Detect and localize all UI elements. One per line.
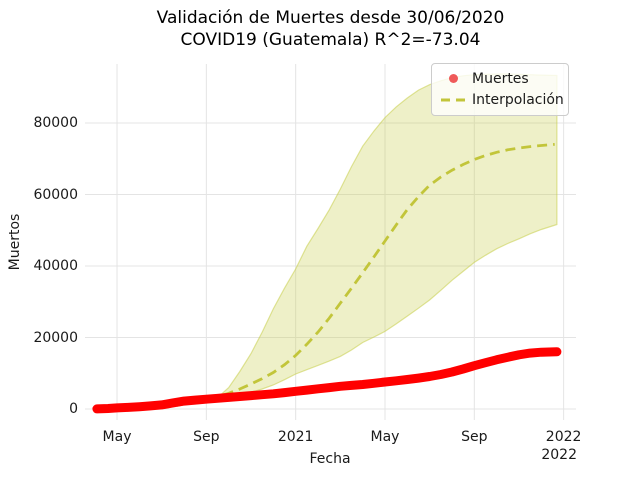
muertes-series — [92, 347, 562, 414]
legend-marker-area — [438, 74, 468, 83]
dashed-line-icon — [441, 98, 465, 101]
x-tick-label: May — [102, 429, 132, 445]
x-tick-label: May — [370, 429, 400, 445]
x-tick-label: 2021 — [277, 429, 314, 445]
legend: Muertes Interpolación — [431, 63, 569, 116]
legend-item-muertes: Muertes — [438, 68, 562, 89]
y-tick-label: 0 — [69, 401, 78, 417]
y-tick-label: 40000 — [33, 258, 78, 274]
chart-title: Validación de Muertes desde 30/06/2020 C… — [85, 7, 576, 51]
y-axis-label: Muertos — [7, 213, 23, 271]
scatter-dot-icon — [448, 74, 458, 83]
chart-title-line2: COVID19 (Guatemala) R^2=-73.04 — [180, 30, 481, 50]
x-tick-label: Sep — [193, 429, 220, 445]
x-axis-offset-label: 2022 — [541, 447, 577, 463]
y-tick-label: 80000 — [33, 115, 78, 131]
legend-marker-area — [438, 97, 468, 103]
chart-title-line1: Validación de Muertes desde 30/06/2020 — [156, 8, 505, 28]
legend-item-interpolacion: Interpolación — [438, 89, 564, 110]
x-tick-label: Sep — [461, 429, 488, 445]
y-tick-label: 20000 — [33, 329, 78, 346]
legend-label-interpolacion: Interpolación — [472, 91, 564, 108]
legend-label-muertes: Muertes — [472, 70, 529, 87]
x-axis-label: Fecha — [309, 451, 351, 467]
y-tick-label: 60000 — [33, 186, 78, 203]
x-tick-label: 2022 — [545, 429, 582, 445]
